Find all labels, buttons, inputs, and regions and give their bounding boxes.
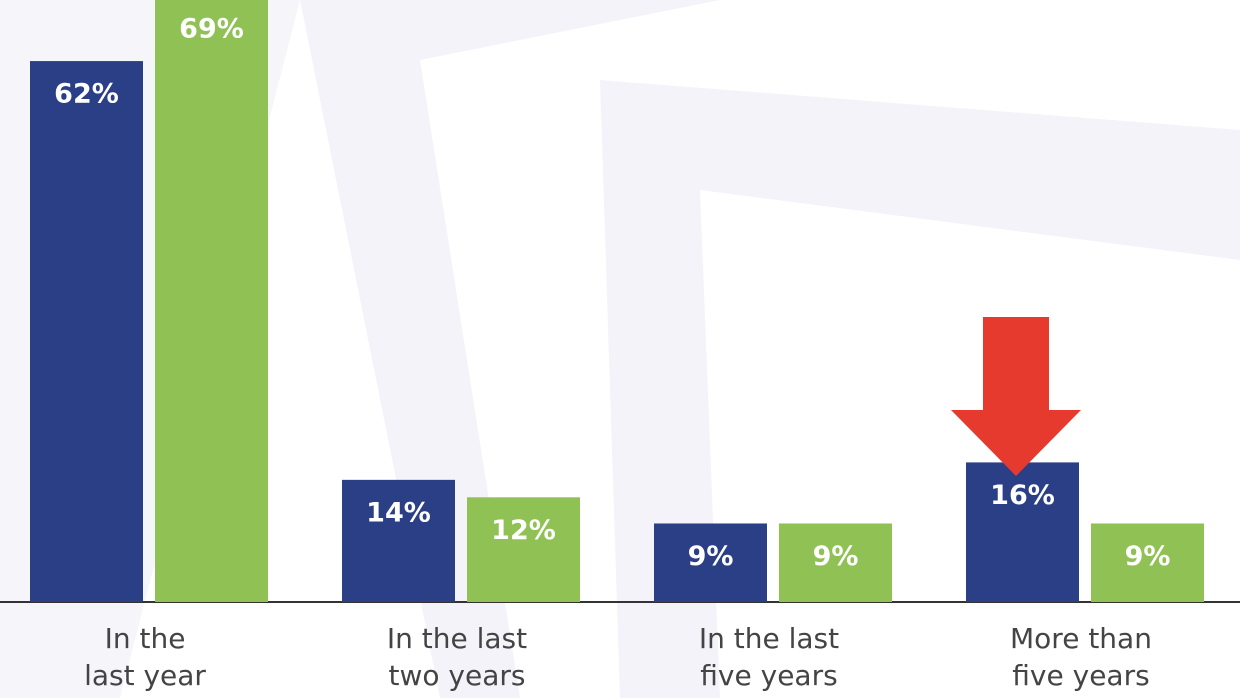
value-label: 9%: [813, 541, 859, 572]
value-label: 14%: [366, 497, 431, 528]
bar: [779, 523, 892, 602]
category-label: In the last year: [84, 622, 206, 692]
bar: [966, 462, 1079, 602]
value-label: 62%: [54, 79, 119, 110]
bar: [654, 523, 767, 602]
value-label: 69%: [179, 14, 244, 45]
value-label: 9%: [1125, 541, 1171, 572]
value-label: 9%: [688, 541, 734, 572]
bar: [1091, 523, 1204, 602]
bar: [342, 479, 455, 602]
category-label: In the last five years: [698, 622, 840, 692]
bar: [155, 0, 268, 602]
category-label: More than five years: [1010, 622, 1152, 692]
category-label: In the last two years: [386, 622, 528, 692]
bar: [467, 497, 580, 602]
highlight-arrow: [951, 317, 1081, 476]
value-label: 12%: [491, 515, 556, 546]
bar: [30, 61, 143, 603]
value-label: 16%: [990, 480, 1055, 511]
